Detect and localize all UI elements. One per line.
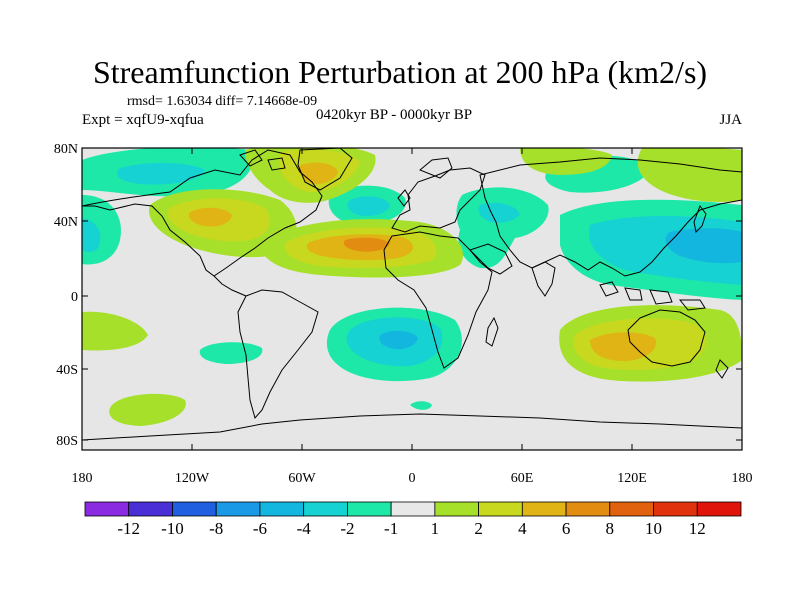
coastline-madagascar [485, 316, 499, 347]
colorbar-label: 4 [518, 519, 527, 538]
lon-tick-label: 120W [175, 471, 210, 486]
anomaly-region-south-atlantic-neg-small [410, 401, 432, 410]
lon-tick-label: 60W [288, 471, 316, 486]
anomaly-region-asia-neg-core [665, 228, 742, 264]
coastline-greenland [297, 148, 353, 191]
colorbar-swatch [478, 501, 523, 517]
colorbar-label: -10 [161, 519, 184, 538]
coastline-north-america [82, 149, 323, 277]
anomaly-region-southeast-pacific-pos [82, 311, 148, 351]
lon-tick-label: 120E [617, 471, 647, 486]
colorbar-label: -6 [253, 519, 267, 538]
colorbar-swatch [84, 501, 130, 517]
lon-tick-label: 180 [732, 471, 753, 486]
lon-tick-label: 180 [72, 471, 93, 486]
colorbar-swatch [696, 501, 742, 517]
colorbar-swatch [390, 501, 436, 517]
colorbar-swatch [521, 501, 567, 517]
coastline-australia [627, 309, 706, 367]
coastline-japan [693, 204, 707, 234]
axis-ticks: 80N 40N 0 40S 80S 180 120W 60W 0 60E 120E 180 [54, 142, 753, 486]
colorbar-swatch [172, 501, 217, 517]
colorbar-swatch [609, 501, 654, 517]
colorbar-label: 1 [431, 519, 440, 538]
coastline-antarctica [82, 413, 742, 441]
lat-tick-label: 80N [54, 142, 78, 157]
coastlines [82, 148, 742, 441]
lat-tick-label: 40S [56, 363, 78, 378]
colorbar-label: 8 [606, 519, 615, 538]
anomaly-region-north-america-pos-core [188, 207, 232, 227]
anomaly-region-north-pacific-east-pos [637, 148, 742, 202]
lon-tick-label: 0 [409, 471, 416, 486]
lat-tick-label: 40N [54, 215, 78, 230]
coastline-arctic-islands [239, 149, 286, 171]
colorbar-label: -8 [209, 519, 223, 538]
anomaly-region-southern-ocean-pos [109, 393, 186, 426]
colorbar-swatch [653, 501, 698, 517]
colorbar-swatch [215, 501, 261, 517]
colorbar: -12 -10 -8 -6 -4 -2 -1 1 2 4 6 8 10 12 [84, 501, 742, 538]
period-label: 0420kyr BP - 0000kyr BP [316, 107, 473, 123]
lat-tick-label: 80S [56, 434, 78, 449]
anomaly-region-arctic-pos-core [299, 162, 338, 184]
colorbar-label: -4 [297, 519, 312, 538]
anomaly-region-north-pacific-neg-core [116, 162, 205, 185]
lat-tick-label: 0 [71, 290, 78, 305]
colorbar-label: 2 [474, 519, 483, 538]
coastline-india [531, 261, 556, 297]
colorbar-label: -1 [384, 519, 398, 538]
coastline-central-america [213, 275, 247, 297]
colorbar-swatch [346, 501, 392, 517]
anomaly-region-south-atlantic-neg-core [379, 330, 418, 350]
anomaly-region-west-edge-neg-core [82, 218, 101, 252]
coastline-southeast-asia-islands [599, 281, 706, 311]
coastline-scandinavia [419, 157, 453, 179]
colorbar-label: -12 [117, 519, 140, 538]
coastline-asia [479, 157, 742, 277]
experiment-label: Expt = xqfU9-xqfua [82, 112, 204, 128]
colorbar-swatch [259, 501, 305, 517]
plot-title: Streamfunction Perturbation at 200 hPa (… [92, 54, 708, 90]
colorbar-label: 6 [562, 519, 571, 538]
colorbar-label: 10 [645, 519, 662, 538]
coastline-new-zealand [715, 359, 729, 379]
coastline-arabia [469, 243, 513, 275]
coastline-africa [383, 231, 493, 369]
statistics-text: rmsd= 1.63034 diff= 7.14668e-09 [127, 94, 318, 109]
coastline-south-america [237, 289, 319, 420]
colorbar-label: 12 [689, 519, 706, 538]
anomaly-region-north-atlantic-neg-core [347, 196, 390, 216]
season-label: JJA [719, 112, 742, 128]
lon-tick-label: 60E [511, 471, 534, 486]
anomaly-region-atlantic-pos-core [343, 237, 390, 252]
colorbar-swatch [565, 501, 611, 517]
colorbar-swatch [434, 501, 480, 517]
colorbar-label: -2 [340, 519, 354, 538]
coastline-uk [397, 189, 411, 207]
colorbar-swatch [128, 501, 173, 517]
colorbar-swatch [303, 501, 348, 517]
anomaly-region-australia-pos-core [590, 332, 656, 361]
